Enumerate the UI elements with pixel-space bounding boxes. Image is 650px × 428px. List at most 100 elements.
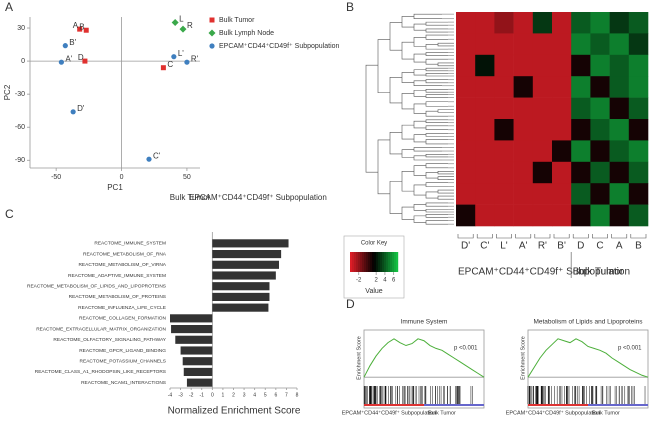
column-bracket	[630, 234, 647, 239]
heatmap-cell	[456, 12, 476, 34]
heatmap-cell	[456, 140, 476, 163]
point-label: C	[167, 60, 173, 69]
legend-label: Bulk Lymph Node	[219, 30, 274, 37]
dendrogram	[413, 13, 442, 19]
dendrogram	[425, 94, 448, 98]
es-line	[363, 338, 485, 378]
column-bracket	[572, 234, 589, 239]
column-label: D'	[461, 241, 470, 252]
category-label: REACTOME_POTASSIUM_CHANNELS	[80, 358, 166, 364]
heatmap-cell	[513, 204, 534, 227]
heatmap-cell	[609, 140, 630, 163]
bar	[180, 346, 213, 355]
dendrogram	[413, 90, 426, 97]
heatmap-cell	[513, 76, 534, 98]
point-label: C'	[153, 151, 161, 160]
color-key-swatch	[388, 252, 391, 272]
dendrogram	[425, 209, 448, 213]
x-group-label: Bulk Tumor	[592, 410, 620, 416]
x-axis-label: PC1	[107, 183, 123, 192]
rank-bar-pos	[528, 404, 588, 406]
heatmap-cell	[571, 161, 591, 184]
dendrogram	[401, 124, 414, 140]
heatmap-cell	[571, 76, 591, 98]
heatmap-cell	[532, 204, 553, 227]
heatmap-cell	[590, 33, 610, 56]
dendrogram	[425, 214, 448, 218]
category-label: REACTOME_COLLAGEN_FORMATION	[79, 316, 167, 322]
dendrogram	[365, 64, 378, 173]
color-key-swatch	[356, 252, 359, 272]
legend-swatch	[209, 17, 215, 23]
heatmap-cell	[475, 161, 495, 184]
x-tick-label: -4	[168, 392, 173, 398]
heatmap-cell	[532, 140, 553, 163]
heatmap-cell	[456, 54, 476, 77]
heatmap-cell	[628, 119, 649, 141]
heatmap-cell	[590, 140, 610, 163]
dendrogram	[413, 53, 426, 63]
heatmap-cell	[475, 140, 495, 163]
dendrogram	[425, 220, 448, 225]
point-label: A'	[65, 54, 72, 63]
heatmap-cell	[609, 33, 630, 56]
color-key-swatch	[370, 252, 373, 272]
y-tick-label: -60	[15, 124, 25, 131]
dendrogram	[425, 202, 448, 207]
dendrogram	[437, 109, 454, 113]
color-key-swatch	[364, 252, 367, 272]
bar	[171, 325, 213, 334]
heatmap-cell	[571, 183, 591, 205]
dendrogram	[437, 170, 454, 175]
y-tick-label: 30	[17, 25, 25, 32]
heatmap-cell	[456, 119, 476, 141]
rank-bar-neg	[588, 404, 648, 406]
bar	[183, 367, 213, 376]
color-key-swatch	[394, 252, 397, 272]
dendrogram	[425, 44, 448, 50]
category-label: REACTOME_METABOLISM_OF_RNA	[83, 251, 167, 257]
dendrogram	[425, 28, 448, 33]
dendrogram	[389, 77, 402, 104]
panel-label: B	[346, 0, 354, 14]
heatmap-cell	[475, 12, 495, 34]
color-key-frame	[343, 235, 405, 299]
heatmap-cell	[532, 119, 553, 141]
dendrogram	[401, 72, 414, 83]
heatmap-cell	[552, 33, 572, 56]
color-key-swatch	[362, 252, 365, 272]
color-key-swatch	[350, 252, 353, 272]
dendrogram	[377, 39, 390, 94]
heatmap-cell	[590, 204, 610, 227]
color-key-swatch	[386, 252, 389, 272]
color-key-tick-label: 6	[392, 278, 396, 284]
category-label: REACTOME_INFLUENZA_LIFE_CYCLE	[78, 305, 166, 311]
point-label: L'	[178, 49, 184, 58]
point	[82, 58, 88, 64]
heatmap-cell	[532, 33, 553, 56]
dendrogram	[413, 80, 442, 86]
dendrogram	[401, 149, 414, 158]
bar	[170, 314, 213, 323]
dendrogram	[425, 73, 448, 77]
dendrogram	[413, 184, 426, 196]
heatmap-cell	[494, 119, 514, 141]
dendrogram	[389, 132, 402, 155]
x-tick-label: 3	[243, 392, 246, 398]
plot-frame	[527, 329, 649, 409]
column-label: C'	[480, 241, 489, 252]
point	[171, 19, 179, 27]
heatmap-cell	[532, 183, 553, 205]
point-label: D	[78, 53, 84, 62]
plot-title: Immune System	[401, 319, 448, 326]
color-key-tick-label: -2	[356, 278, 362, 284]
color-key-swatch	[380, 252, 383, 272]
y-tick-label: 0	[21, 58, 25, 65]
point	[160, 65, 166, 71]
bar	[212, 260, 280, 269]
heatmap-cell	[494, 161, 514, 184]
rank-bar-neg	[424, 404, 484, 406]
annotation: p <0.001	[618, 346, 642, 352]
dendrogram	[437, 195, 454, 200]
dendrogram	[437, 176, 454, 180]
